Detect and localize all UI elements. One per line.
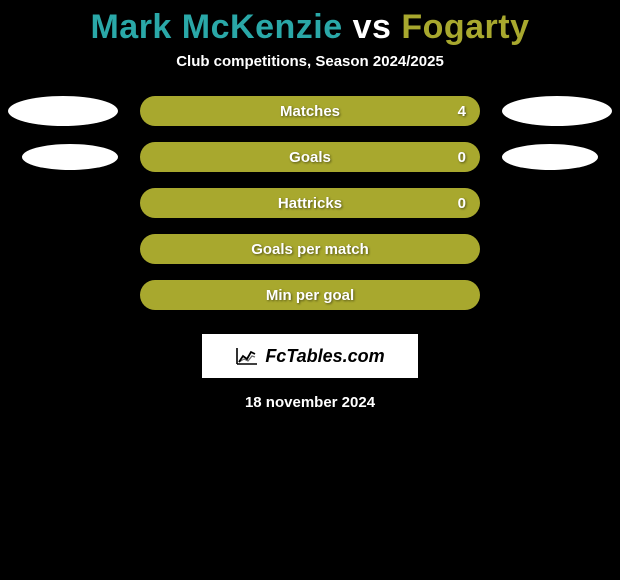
stat-bar: Goals per match	[140, 234, 480, 264]
date-text: 18 november 2024	[245, 394, 375, 411]
stat-value: 0	[458, 149, 466, 166]
stat-row: Matches4	[0, 96, 620, 126]
stat-row: Goals per match	[0, 234, 620, 264]
chart-line-icon	[235, 346, 259, 366]
stat-value: 0	[458, 195, 466, 212]
logo-text: FcTables.com	[265, 346, 384, 367]
stat-label: Matches	[140, 103, 480, 120]
player1-name: Mark McKenzie	[90, 8, 342, 46]
page-title: Mark McKenzie vs Fogarty	[90, 8, 529, 47]
decor-ellipse-left	[8, 96, 118, 126]
stat-row: Goals0	[0, 142, 620, 172]
stat-row: Min per goal	[0, 280, 620, 310]
stat-bar: Matches4	[140, 96, 480, 126]
comparison-infographic: Mark McKenzie vs Fogarty Club competitio…	[0, 0, 620, 580]
decor-ellipse-right	[502, 96, 612, 126]
stat-rows: Matches4Goals0Hattricks0Goals per matchM…	[0, 96, 620, 310]
decor-ellipse-left	[22, 144, 118, 170]
stat-label: Goals	[140, 149, 480, 166]
stat-row: Hattricks0	[0, 188, 620, 218]
stat-label: Hattricks	[140, 195, 480, 212]
decor-ellipse-right	[502, 144, 598, 170]
stat-bar: Min per goal	[140, 280, 480, 310]
player2-name: Fogarty	[401, 8, 529, 46]
stat-bar: Hattricks0	[140, 188, 480, 218]
stat-value: 4	[458, 103, 466, 120]
vs-text: vs	[353, 8, 392, 46]
stat-label: Goals per match	[140, 241, 480, 258]
subtitle: Club competitions, Season 2024/2025	[176, 53, 444, 70]
stat-bar: Goals0	[140, 142, 480, 172]
logo-box: FcTables.com	[202, 334, 418, 378]
stat-label: Min per goal	[140, 287, 480, 304]
